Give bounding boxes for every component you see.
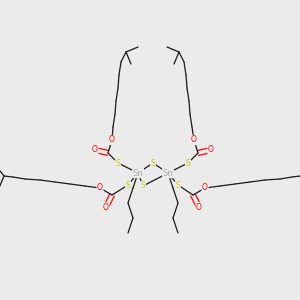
Text: S: S	[151, 158, 155, 167]
Text: S: S	[126, 181, 130, 190]
Text: O: O	[202, 184, 208, 193]
Text: Sn: Sn	[163, 169, 173, 178]
Text: O: O	[109, 136, 115, 145]
Text: S: S	[141, 182, 146, 190]
Text: O: O	[196, 202, 202, 211]
Text: O: O	[92, 146, 98, 154]
Text: S: S	[116, 158, 120, 167]
Text: O: O	[97, 184, 103, 193]
Text: O: O	[208, 146, 214, 154]
Text: O: O	[191, 136, 197, 145]
Text: S: S	[176, 181, 180, 190]
Text: Sn: Sn	[133, 169, 143, 178]
Text: O: O	[103, 202, 109, 211]
Text: S: S	[186, 158, 190, 167]
